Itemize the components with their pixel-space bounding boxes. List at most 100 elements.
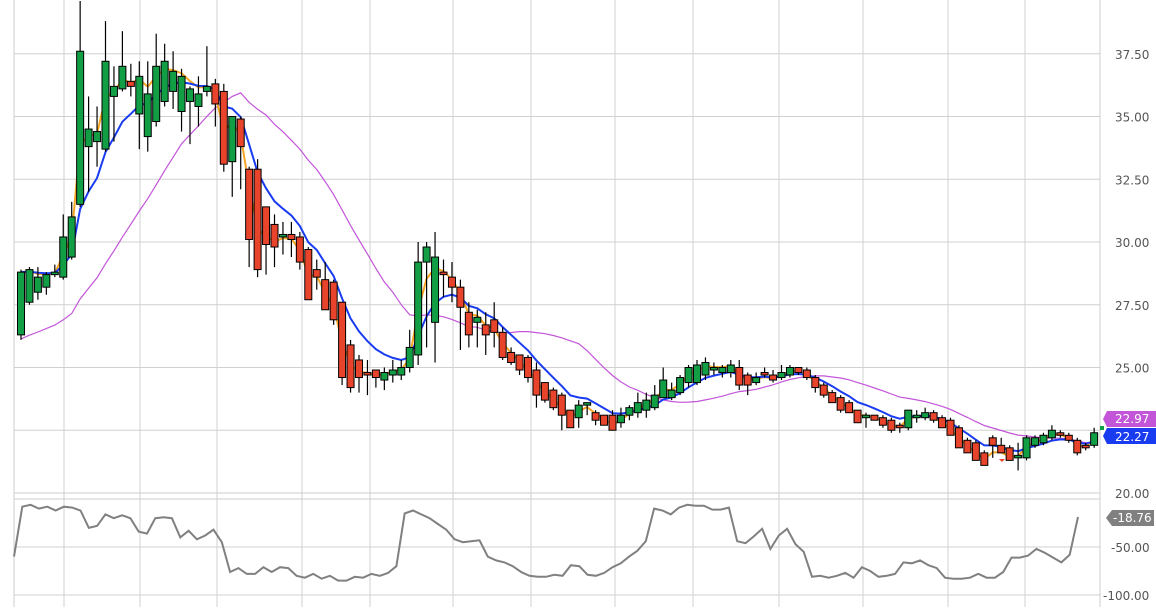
- candle-up: [1022, 437, 1031, 459]
- candle-down: [997, 444, 1006, 454]
- candle-down: [794, 367, 803, 374]
- candle-up: [709, 367, 718, 371]
- candle-up: [574, 404, 583, 419]
- candle-down: [295, 236, 304, 263]
- oscillator-axis-labels: -50.00 -100.00: [1103, 541, 1150, 603]
- candle-down: [287, 233, 296, 240]
- candle-up: [422, 246, 431, 263]
- candle-up: [921, 412, 930, 419]
- candle-down: [735, 367, 744, 386]
- candle-up: [202, 85, 211, 92]
- candle-up: [726, 364, 735, 374]
- oscillator-value: -18.76: [1113, 511, 1152, 525]
- candle-down: [329, 281, 338, 321]
- candle-down: [219, 90, 228, 165]
- candle-down: [338, 301, 347, 379]
- candle-up: [160, 60, 169, 102]
- candle-up: [912, 414, 921, 419]
- candle-up: [169, 70, 178, 92]
- candle-down: [769, 374, 778, 381]
- candle-up: [642, 399, 651, 411]
- price-tick-label: 37.50: [1115, 48, 1149, 62]
- candle-down: [743, 374, 752, 386]
- candle-down: [608, 414, 617, 431]
- candle-down: [211, 83, 220, 105]
- candle-up: [752, 377, 761, 384]
- candle-up: [25, 269, 34, 303]
- candle-down: [321, 279, 330, 311]
- sma-slow-value: 22.97: [1115, 412, 1149, 426]
- candle-down: [557, 394, 566, 416]
- candle-down: [447, 276, 456, 288]
- candle-down: [938, 417, 947, 429]
- candle-up: [109, 85, 118, 97]
- candle-up: [1047, 429, 1056, 439]
- ema-mid-badge: 22.27: [1100, 426, 1156, 444]
- candle-up: [50, 271, 59, 276]
- candle-up: [101, 60, 110, 150]
- candle-up: [583, 402, 592, 406]
- candle-down: [853, 409, 862, 424]
- candle-up: [194, 93, 203, 107]
- candle-down: [971, 442, 980, 461]
- candle-down: [524, 356, 532, 379]
- candle-down: [929, 412, 938, 421]
- price-tick-label: 25.00: [1115, 362, 1149, 376]
- candle-down: [980, 452, 989, 466]
- price-tick-label: 32.50: [1115, 173, 1149, 187]
- candle-down: [456, 286, 465, 308]
- candle-down: [312, 269, 321, 278]
- candle-down: [870, 414, 879, 421]
- candle-down: [887, 419, 896, 431]
- oscillator-tick-label: -50.00: [1111, 541, 1150, 555]
- candle-down: [760, 372, 769, 376]
- candle-down: [439, 271, 448, 276]
- candle-down: [566, 409, 575, 429]
- candle-down: [126, 80, 135, 87]
- candle-up: [785, 367, 794, 376]
- candle-up: [701, 361, 710, 376]
- candle-down: [549, 389, 558, 409]
- candle-down: [828, 392, 837, 404]
- candle-down: [363, 372, 372, 376]
- candle-down: [346, 344, 355, 389]
- candle-down: [490, 319, 499, 333]
- candle-down: [811, 377, 820, 389]
- candle-up: [380, 372, 389, 381]
- candle-up: [177, 75, 186, 112]
- candle-down: [371, 369, 380, 379]
- candle-down: [236, 118, 245, 148]
- candle-up: [42, 274, 51, 288]
- price-tick-label: 30.00: [1115, 236, 1149, 250]
- candle-up: [1039, 434, 1048, 444]
- candle-up: [93, 131, 102, 143]
- candlestick-series: [17, 1, 1099, 471]
- candle-up: [84, 128, 93, 148]
- candle-down: [802, 369, 811, 379]
- candle-down: [498, 331, 507, 358]
- sma-slow-badge: 22.97: [1103, 411, 1156, 427]
- candle-up: [473, 316, 482, 323]
- candle-down: [262, 206, 271, 246]
- candle-down: [895, 424, 904, 429]
- candle-down: [253, 168, 262, 271]
- candle-up: [431, 256, 440, 323]
- price-gridlines: [14, 53, 1100, 431]
- candle-down: [845, 402, 854, 414]
- candle-down: [878, 417, 887, 426]
- oscillator-gridlines: [14, 546, 1100, 596]
- candle-down: [963, 439, 972, 454]
- ema-mid-value: 22.27: [1115, 430, 1149, 444]
- low-marker: [999, 459, 1005, 462]
- candle-down: [270, 223, 279, 248]
- candle-down: [507, 351, 516, 363]
- candle-up: [625, 407, 634, 416]
- candle-up: [676, 377, 685, 394]
- candle-up: [397, 367, 406, 376]
- candle-down: [1064, 434, 1073, 441]
- candle-down: [1073, 439, 1082, 454]
- candle-up: [777, 372, 786, 379]
- oscillator-badge: -18.76: [1106, 510, 1154, 526]
